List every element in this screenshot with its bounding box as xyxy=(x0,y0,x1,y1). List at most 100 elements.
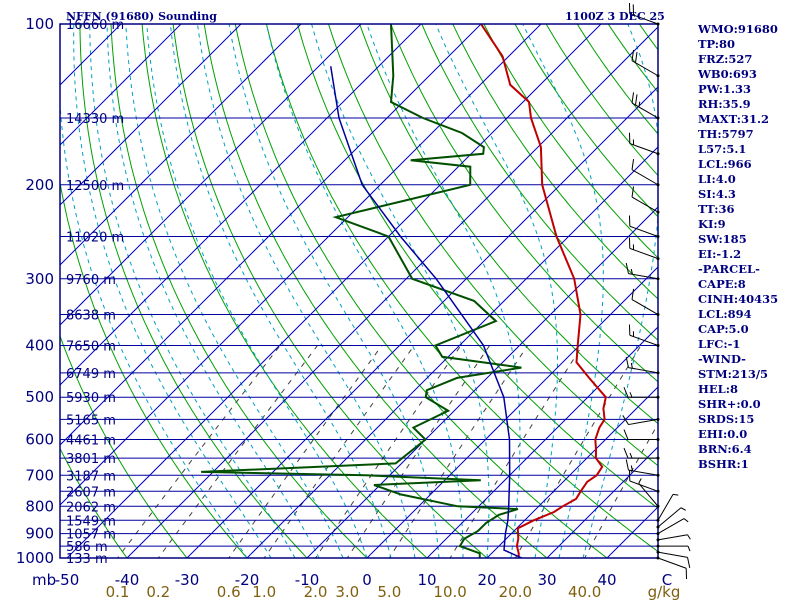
mixing-ratio-label: 5.0 xyxy=(377,583,401,600)
index-row: EI:-1.2 xyxy=(698,247,742,261)
pressure-label: 100 xyxy=(25,15,54,33)
index-row: SW:185 xyxy=(698,232,747,246)
index-row: EHI:0.0 xyxy=(698,427,748,441)
index-row: -PARCEL- xyxy=(698,262,760,276)
frame-border xyxy=(59,23,659,559)
wind-barb-staff xyxy=(657,507,682,528)
wind-barb xyxy=(656,507,686,529)
wind-barb-flag xyxy=(623,447,629,459)
dry-adiabat xyxy=(60,334,188,558)
height-label: 3187 m xyxy=(66,469,116,484)
temperature-label: 30 xyxy=(537,571,556,589)
wind-barb-flag xyxy=(623,429,629,440)
mixing-ratio-line xyxy=(157,345,318,558)
wind-barb-staff xyxy=(628,273,659,280)
height-label: 12500 m xyxy=(66,179,124,194)
wind-barb-staff xyxy=(631,299,659,315)
wind-barb xyxy=(638,478,660,508)
wind-barb-staff xyxy=(657,534,688,541)
pressure-label: 500 xyxy=(25,388,54,406)
wind-barb-half xyxy=(638,101,641,108)
wind-barb xyxy=(631,50,660,78)
height-label: 2062 m xyxy=(66,500,116,515)
wind-barb xyxy=(625,459,660,477)
wind-barb xyxy=(623,429,660,442)
temperature-label: 20 xyxy=(477,571,496,589)
mixing-ratio-label: 0.2 xyxy=(146,583,170,600)
mixing-ratio-line xyxy=(514,345,642,558)
isotherm xyxy=(366,266,658,558)
dry-adiabat xyxy=(296,24,658,509)
dry-adiabat xyxy=(359,24,658,425)
wind-barb-flag xyxy=(622,415,629,425)
isotherm xyxy=(60,24,422,386)
height-label: 1057 m xyxy=(66,528,116,543)
temperature-label: 0 xyxy=(362,571,372,589)
wind-barb xyxy=(631,186,660,214)
wind-barb-flag xyxy=(634,94,638,106)
index-row: KI:9 xyxy=(698,217,726,231)
isotherm xyxy=(186,86,658,558)
wind-barb-half xyxy=(687,534,691,540)
wind-barb xyxy=(628,215,660,238)
pressure-label: 600 xyxy=(25,431,54,449)
dry-adiabat xyxy=(452,24,658,300)
chart-time: 1100Z 3 DEC 25 xyxy=(565,10,665,23)
wind-barb-staff xyxy=(629,247,659,260)
dry-adiabat xyxy=(110,24,368,558)
mixing-ratio-label: 0.1 xyxy=(106,583,130,600)
pressure-label: 900 xyxy=(25,525,54,543)
dry-adiabat xyxy=(390,24,658,383)
mixing-ratio-line xyxy=(314,345,462,558)
height-label: 4461 m xyxy=(66,434,116,449)
wind-barb-half xyxy=(638,478,642,484)
wind-barb-staff xyxy=(657,551,688,558)
dry-adiabat xyxy=(79,24,308,558)
wind-barb-flag xyxy=(631,50,635,61)
temperature-label: -30 xyxy=(175,571,200,589)
wind-barb-flag xyxy=(631,186,635,198)
dry-adiabat xyxy=(172,24,488,558)
wind-barb-flag xyxy=(687,557,691,568)
dry-adiabat xyxy=(483,24,658,259)
wind-barbs xyxy=(622,2,691,580)
dry-adiabat xyxy=(141,24,428,558)
wind-barb xyxy=(631,159,660,187)
dry-adiabat xyxy=(60,447,128,558)
pressure-label: 1000 xyxy=(16,549,54,567)
mixing-ratio-line xyxy=(116,345,281,558)
index-row: CAP:5.0 xyxy=(698,322,749,336)
wind-barb-staff xyxy=(631,60,659,77)
temperature-label: 10 xyxy=(417,571,436,589)
isotherm xyxy=(546,446,658,558)
index-row: SI:4.3 xyxy=(698,187,736,201)
wind-barb-staff xyxy=(629,225,659,237)
dry-adiabat xyxy=(421,24,658,341)
wind-barb xyxy=(623,387,660,399)
wind-barb-flag xyxy=(625,262,629,274)
wind-barb-staff xyxy=(657,557,687,569)
mixing-ratio-line xyxy=(388,345,529,558)
height-label: 1549 m xyxy=(66,514,116,529)
wind-barb-half xyxy=(687,545,691,552)
wind-barb xyxy=(631,92,660,120)
height-label: 14330 m xyxy=(66,112,124,127)
wind-barb-half xyxy=(629,392,633,398)
index-row: RH:35.9 xyxy=(698,97,751,111)
temperature-label: C xyxy=(662,571,672,589)
y-axis-unit: mb xyxy=(32,571,56,589)
wind-barb-half xyxy=(630,268,633,275)
wind-barb-flag xyxy=(631,159,635,170)
pressure-label: 700 xyxy=(25,466,54,484)
wind-barb xyxy=(628,132,660,156)
wind-barb xyxy=(628,2,660,26)
wind-barb-flag xyxy=(631,92,635,104)
index-row: TT:36 xyxy=(698,202,735,216)
height-label: 16660 m xyxy=(66,18,124,33)
dry-adiabat xyxy=(203,24,548,558)
wind-barb-staff xyxy=(638,482,659,507)
mixing-ratio-label: 20.0 xyxy=(499,583,532,600)
isotherm xyxy=(486,386,658,558)
temperature-label: -10 xyxy=(295,571,320,589)
index-row: WMO:91680 xyxy=(698,22,778,36)
